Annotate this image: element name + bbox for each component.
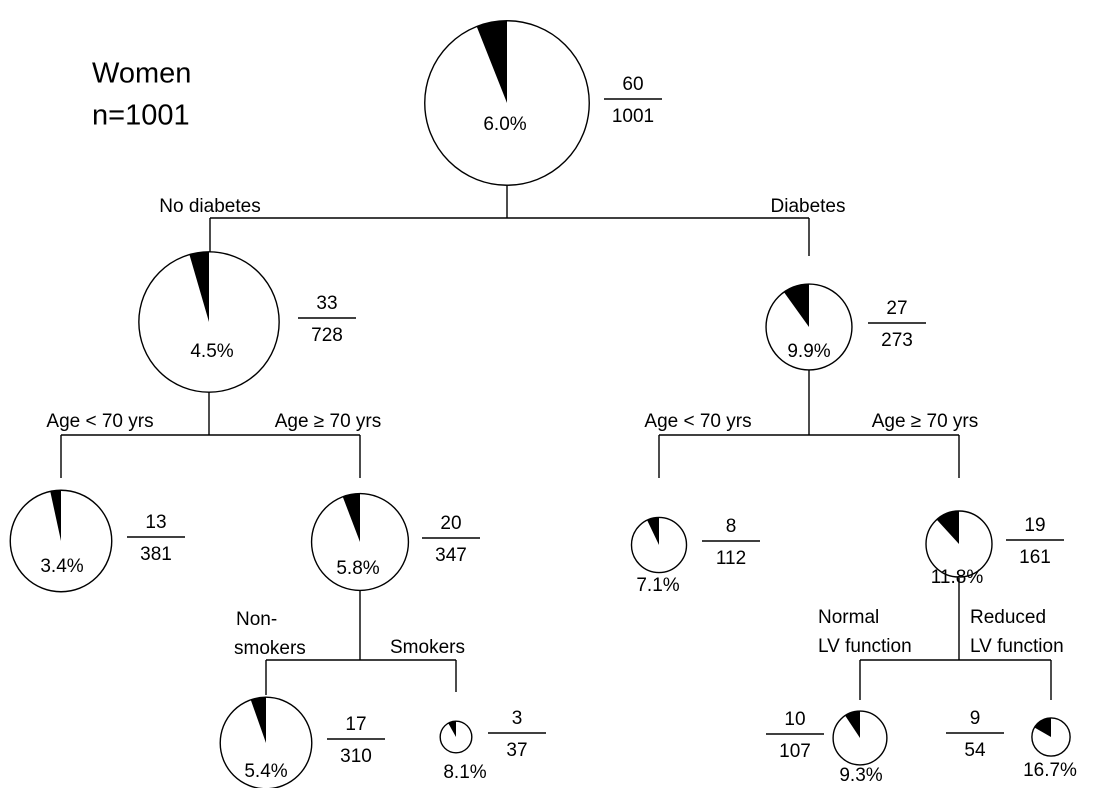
pie-wedge bbox=[936, 511, 959, 544]
pie-wedge bbox=[448, 721, 456, 737]
pie-node bbox=[138, 251, 280, 393]
branch-label: smokers bbox=[234, 638, 306, 659]
percent-label: 16.7% bbox=[1023, 760, 1077, 781]
percent-label: 4.5% bbox=[190, 341, 233, 362]
percent-label: 9.9% bbox=[787, 341, 830, 362]
pie-wedge bbox=[50, 490, 61, 541]
pie-wedge bbox=[342, 493, 360, 542]
total: 347 bbox=[435, 545, 467, 566]
events: 27 bbox=[886, 298, 907, 319]
branch-label: Age ≥ 70 yrs bbox=[872, 411, 979, 432]
events: 17 bbox=[345, 714, 366, 735]
events: 60 bbox=[622, 74, 643, 95]
pie-wedge bbox=[647, 517, 659, 545]
pie-wedge bbox=[250, 697, 266, 743]
branch-label: Age < 70 yrs bbox=[46, 411, 153, 432]
total: 161 bbox=[1019, 547, 1051, 568]
percent-label: 7.1% bbox=[636, 575, 679, 596]
events: 10 bbox=[784, 709, 805, 730]
total: 107 bbox=[779, 741, 811, 762]
title-line: n=1001 bbox=[92, 100, 190, 132]
branch-label: Non- bbox=[236, 609, 277, 630]
total: 37 bbox=[506, 740, 527, 761]
percent-label: 3.4% bbox=[40, 556, 83, 577]
events: 9 bbox=[970, 708, 981, 729]
branch-label: Smokers bbox=[390, 637, 465, 658]
branch-label: LV function bbox=[970, 636, 1064, 657]
branch-label: LV function bbox=[818, 636, 912, 657]
total: 728 bbox=[311, 325, 343, 346]
percent-label: 5.8% bbox=[336, 558, 379, 579]
branch-label: Age ≥ 70 yrs bbox=[275, 411, 382, 432]
events: 19 bbox=[1024, 515, 1045, 536]
branch-label: Diabetes bbox=[771, 196, 846, 217]
title-line: Women bbox=[92, 58, 191, 90]
total: 112 bbox=[716, 548, 746, 569]
pie-wedge bbox=[189, 251, 209, 322]
total: 54 bbox=[964, 740, 986, 761]
percent-label: 9.3% bbox=[839, 765, 882, 786]
total: 273 bbox=[881, 330, 913, 351]
pie-wedge bbox=[476, 20, 507, 103]
events: 3 bbox=[512, 708, 523, 729]
total: 1001 bbox=[612, 106, 654, 127]
total: 310 bbox=[340, 746, 372, 767]
percent-label: 11.8% bbox=[931, 567, 984, 588]
events: 13 bbox=[145, 512, 166, 533]
percent-label: 5.4% bbox=[244, 761, 287, 782]
connectors bbox=[60, 186, 1052, 700]
percent-label: 6.0% bbox=[483, 114, 526, 135]
total: 381 bbox=[140, 544, 172, 565]
branch-label: No diabetes bbox=[159, 196, 260, 217]
branch-label: Age < 70 yrs bbox=[644, 411, 751, 432]
events: 33 bbox=[316, 293, 337, 314]
branch-label: Normal bbox=[818, 607, 879, 628]
branch-label: Reduced bbox=[970, 607, 1046, 628]
pie-wedge bbox=[783, 284, 809, 327]
events: 20 bbox=[440, 513, 461, 534]
pie-wedge bbox=[1034, 717, 1051, 737]
percent-label: 8.1% bbox=[443, 762, 486, 783]
pie-wedge bbox=[845, 711, 860, 738]
events: 8 bbox=[726, 516, 737, 537]
